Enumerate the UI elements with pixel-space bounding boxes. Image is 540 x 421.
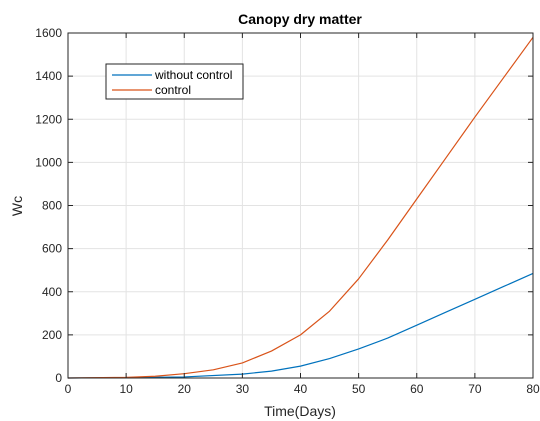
- legend-label: without control: [154, 68, 232, 82]
- chart-title: Canopy dry matter: [238, 11, 362, 27]
- y-tick-label: 1000: [35, 155, 62, 169]
- y-tick-label: 600: [42, 242, 62, 256]
- y-tick-label: 1600: [35, 26, 62, 40]
- x-tick-label: 40: [294, 382, 308, 396]
- series-lines: [67, 36, 534, 379]
- x-axis-ticks: 0 10 20 30 40 50 60 70 80: [65, 33, 540, 396]
- y-tick-label: 1400: [35, 69, 62, 83]
- x-tick-label: 80: [526, 382, 540, 396]
- y-axis-ticks: 0 200 400 600 800 1000 1200 1400 1600: [35, 26, 533, 385]
- x-tick-label: 30: [236, 382, 250, 396]
- y-tick-label: 200: [42, 328, 62, 342]
- x-tick-label: 70: [468, 382, 482, 396]
- x-tick-label: 60: [410, 382, 424, 396]
- legend-label: control: [155, 83, 191, 97]
- x-tick-label: 20: [178, 382, 192, 396]
- series-line-without-control: [67, 272, 534, 379]
- y-tick-label: 800: [42, 199, 62, 213]
- y-tick-label: 0: [55, 371, 62, 385]
- y-tick-label: 1200: [35, 112, 62, 126]
- x-axis-label: Time(Days): [264, 403, 336, 419]
- x-tick-label: 50: [352, 382, 366, 396]
- y-axis-label: Wc: [9, 196, 25, 216]
- x-tick-label: 0: [65, 382, 72, 396]
- legend-box: [105, 63, 244, 100]
- series-line-control: [67, 36, 534, 379]
- y-tick-label: 400: [42, 285, 62, 299]
- x-tick-label: 10: [119, 382, 133, 396]
